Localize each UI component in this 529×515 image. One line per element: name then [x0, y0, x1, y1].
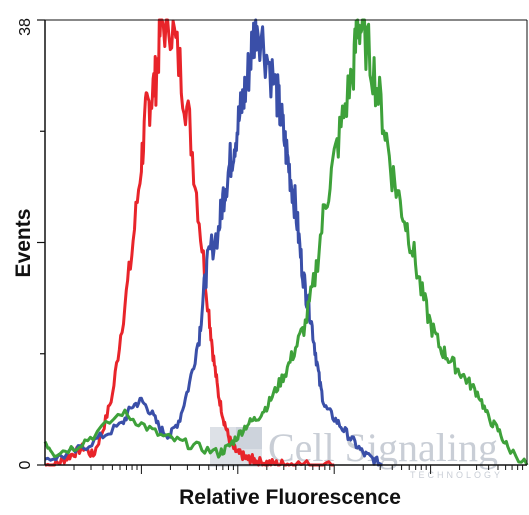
y-ticks: [37, 19, 45, 466]
series-line-2: [44, 18, 383, 467]
watermark: Cell Signaling TECHNOLOGY: [210, 425, 503, 480]
y-tick-label-38: 38: [17, 18, 34, 36]
axes: [44, 19, 528, 466]
y-tick-label-0: 0: [17, 460, 34, 469]
y-axis-title: Events: [12, 209, 35, 278]
watermark-subtext: TECHNOLOGY: [410, 470, 503, 480]
series-line-1: [44, 18, 335, 467]
series-layer: [43, 18, 529, 467]
series-line-3: [43, 18, 529, 466]
x-axis-title: Relative Fluorescence: [179, 486, 401, 509]
x-ticks: [73, 465, 524, 474]
